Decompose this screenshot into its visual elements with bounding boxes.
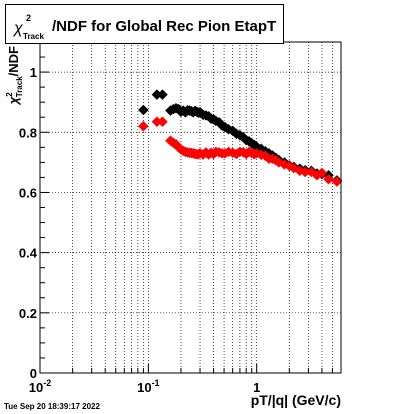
x-tick-label: 1	[253, 380, 260, 395]
chart-title-box: χ 2 Track /NDF for Global Rec Pion EtapT	[5, 4, 284, 44]
data-point	[323, 173, 334, 185]
x-tick-label: 10-2	[29, 378, 51, 395]
title-chi-symbol: χ	[14, 20, 23, 37]
axis-titles: pT/|q| (GeV/c) χ2Track/NDF	[5, 46, 341, 408]
axis-ticks	[39, 41, 342, 374]
y-axis-title: χ2Track/NDF	[5, 46, 24, 106]
x-axis-title: pT/|q| (GeV/c)	[251, 392, 341, 408]
y-tick-label: 0.6	[19, 185, 37, 200]
data-point	[331, 176, 343, 187]
y-tick-label: 0.4	[19, 246, 38, 261]
y-tick-label: 1	[30, 65, 37, 80]
data-point	[157, 89, 168, 101]
data-point	[138, 120, 149, 132]
data-point	[157, 116, 168, 128]
title-subscript: Track	[23, 32, 44, 41]
axis-tick-labels: 0 0.2 0.4 0.6 0.8 1 10-2 10-1 1	[19, 65, 260, 395]
y-tick-label: 0	[30, 366, 37, 381]
y-tick-label: 0.2	[19, 306, 37, 321]
title-superscript: 2	[26, 13, 32, 23]
series-1	[138, 116, 343, 187]
data-point	[138, 104, 149, 116]
plot-frame	[39, 41, 342, 374]
data-point	[316, 167, 328, 179]
chart-title: /NDF for Global Rec Pion EtapT	[52, 18, 277, 35]
y-tick-label: 0.8	[19, 125, 37, 140]
chart-grid	[40, 42, 341, 373]
timestamp-label: Tue Sep 20 18:39:17 2022	[4, 402, 100, 411]
chart-series	[138, 89, 343, 187]
x-tick-label: 10-1	[137, 378, 159, 395]
